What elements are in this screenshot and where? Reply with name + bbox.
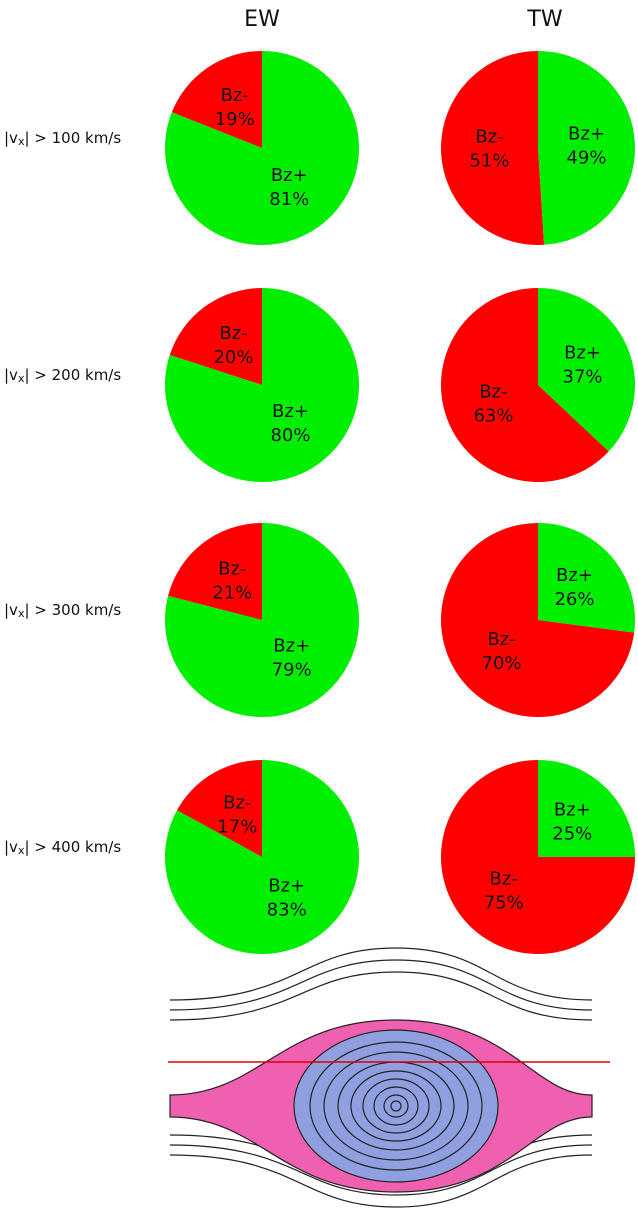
pie-slice [165, 523, 360, 717]
slice-value: 26% [554, 589, 594, 610]
slice-label: Bz+ [564, 343, 601, 364]
slice-label: Bz- [475, 127, 503, 148]
pie-slice [538, 760, 635, 857]
slice-label: Bz- [487, 629, 515, 650]
pie-slice [164, 288, 359, 482]
slice-value: 63% [473, 405, 513, 426]
row-label: |vx| > 400 km/s [4, 838, 121, 858]
slice-label: Bz- [219, 323, 247, 344]
slice-value: 21% [212, 583, 252, 604]
slice-value: 79% [272, 659, 312, 680]
slice-label: Bz+ [554, 800, 591, 821]
slice-value: 19% [215, 109, 255, 130]
slice-label: Bz+ [272, 401, 309, 422]
slice-value: 17% [217, 816, 257, 837]
slice-label: Bz+ [273, 635, 310, 656]
pie-slice [168, 523, 262, 620]
pie-slice [171, 51, 262, 148]
slice-label: Bz- [221, 85, 249, 106]
slice-value: 83% [267, 900, 307, 921]
slice-value: 75% [484, 892, 524, 913]
slice-label: Bz+ [268, 876, 305, 897]
slice-label: Bz- [223, 792, 251, 813]
slice-value: 37% [563, 367, 603, 388]
slice-value: 49% [566, 147, 606, 168]
row-label: |vx| > 300 km/s [4, 601, 121, 621]
pie-slice [440, 51, 545, 246]
slice-label: Bz- [218, 559, 246, 580]
pie-slice [441, 523, 635, 717]
pie-slice [538, 523, 636, 633]
pie-slice [176, 760, 262, 857]
slice-value: 80% [270, 425, 310, 446]
pie-slice [164, 51, 360, 245]
slice-value: 25% [552, 824, 592, 845]
slice-label: Bz- [490, 868, 518, 889]
slice-value: 81% [269, 189, 309, 210]
slice-label: Bz+ [568, 123, 605, 144]
pie-slice [538, 51, 635, 245]
slice-value: 70% [482, 653, 522, 674]
row-label: |vx| > 100 km/s [4, 129, 121, 149]
flux-rope-diagram [168, 947, 610, 1208]
pie-slice [440, 288, 609, 482]
slice-label: Bz+ [271, 165, 308, 186]
column-header: EW [244, 7, 280, 32]
row-label: |vx| > 200 km/s [4, 366, 121, 386]
slice-value: 51% [470, 151, 510, 172]
slice-label: Bz- [479, 381, 507, 402]
pie-slice [169, 288, 262, 385]
slice-value: 20% [213, 347, 253, 368]
column-header: TW [526, 7, 562, 32]
pie-slice [164, 760, 359, 955]
slice-label: Bz+ [556, 565, 593, 586]
pie-slice [538, 288, 635, 452]
